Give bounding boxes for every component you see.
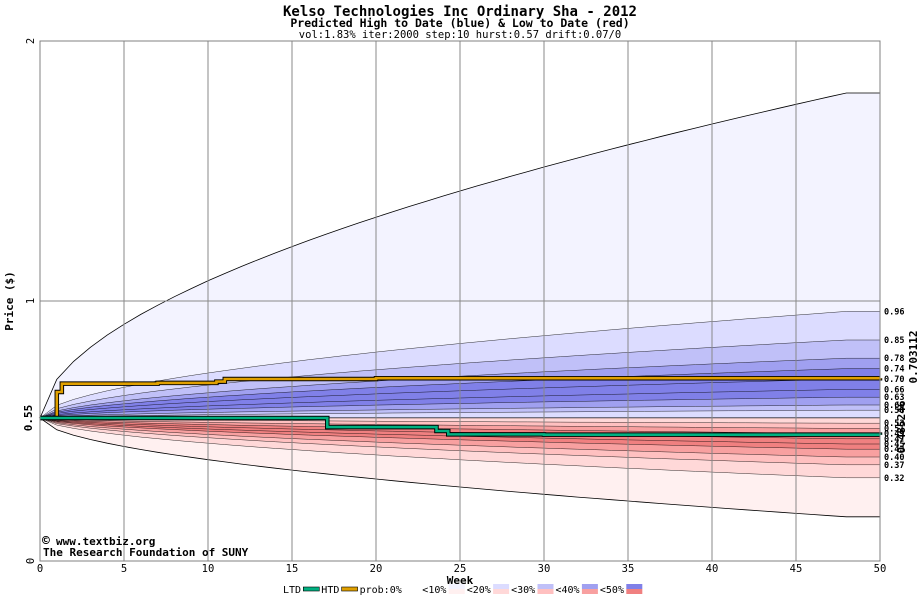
x-tick-label: 25 — [454, 563, 467, 575]
legend-label: <40% — [556, 585, 580, 596]
x-tick-label: 35 — [622, 563, 635, 575]
y-tick-label: 2 — [25, 38, 37, 44]
legend-lower-swatch — [404, 589, 421, 594]
y-axis-label: Price ($) — [3, 271, 16, 331]
legend-label: <50% — [600, 585, 624, 596]
x-tick-label: 20 — [370, 563, 383, 575]
chart-subtitle: Predicted High to Date (blue) & Low to D… — [290, 16, 629, 30]
band-end-label: 0.49 — [884, 430, 904, 440]
x-tick-label: 50 — [874, 563, 887, 575]
band-end-label: 0.74 — [884, 365, 904, 375]
x-axis-label: Week — [447, 574, 474, 587]
start-value-label: 0.55 — [22, 405, 35, 432]
x-tick-label: 45 — [790, 563, 803, 575]
legend: LTD HTD prob:0% <10% <20% <30% <40% <50% — [283, 584, 643, 596]
credit-url: www.textbiz.org — [56, 535, 155, 548]
legend-label: HTD — [321, 585, 339, 596]
band-end-label: 0.60 — [884, 401, 904, 411]
band-end-label: 0.43 — [884, 445, 904, 455]
x-tick-label: 15 — [286, 563, 299, 575]
band-end-label: 0.70 — [884, 375, 904, 385]
legend-lower-swatch — [493, 589, 510, 594]
plot-frame — [39, 40, 881, 562]
htd-line — [40, 376, 882, 420]
band-end-label: 0.78 — [884, 354, 904, 364]
credit-org: The Research Foundation of SUNY — [43, 546, 249, 559]
ltd-final-label: 0.485246 — [895, 400, 908, 453]
y-tick-label: 1 — [25, 298, 37, 304]
band-end-label: 0.96 — [884, 307, 904, 317]
legend-upper-swatch — [448, 584, 465, 589]
y-tick-label: 0 — [25, 558, 37, 564]
x-tick-label: 0 — [37, 563, 43, 575]
legend-label: prob:0% — [360, 585, 402, 596]
x-tick-label: 5 — [121, 563, 127, 575]
band-end-label: 0.37 — [884, 461, 904, 471]
legend-upper-swatch — [581, 584, 598, 589]
band-end-label: 0.58 — [884, 406, 904, 416]
legend-lower-swatch — [537, 589, 554, 594]
legend-lower-swatch — [448, 589, 465, 594]
legend-label: <10% — [422, 585, 446, 596]
y-tick-labels: 0 1 2 — [25, 38, 37, 564]
chart-title: Kelso Technologies Inc Ordinary Sha - 20… — [283, 4, 637, 20]
legend-lower-swatch — [626, 589, 643, 594]
legend-label: <20% — [467, 585, 491, 596]
band-end-label: 0.51 — [884, 424, 904, 434]
band-end-label: 0.66 — [884, 385, 904, 395]
band-end-label: 0.85 — [884, 336, 904, 346]
series-lines — [40, 375, 883, 437]
x-tick-labels: 0 5 10 15 20 25 30 35 40 45 50 — [37, 563, 886, 575]
legend-upper-swatch — [537, 584, 554, 589]
band-end-labels: 0.96 0.85 0.780.740.700.660.630.600.58 0.53… — [884, 307, 904, 483]
copyright-icon: © — [42, 534, 50, 549]
band-end-label: 0.40 — [884, 453, 904, 463]
legend-line-swatch — [302, 586, 320, 592]
x-tick-label: 40 — [706, 563, 719, 575]
band-end-label: 0.47 — [884, 435, 904, 445]
band-end-label: 0.32 — [884, 474, 904, 484]
ltd-line — [40, 416, 882, 436]
x-tick-label: 30 — [538, 563, 551, 575]
legend-upper-swatch — [493, 584, 510, 589]
legend-label: LTD — [283, 585, 301, 596]
chart-params: vol:1.83% iter:2000 step:10 hurst:0.57 d… — [299, 29, 621, 41]
legend-lower-swatch — [581, 589, 598, 594]
band-end-label: 0.53 — [884, 419, 904, 429]
legend-label: <30% — [511, 585, 535, 596]
legend-upper-swatch — [626, 584, 643, 589]
htd-final-label: 0.703112 — [907, 331, 920, 384]
band-end-label: 0.63 — [884, 393, 904, 403]
legend-upper-swatch — [404, 584, 421, 589]
x-tick-label: 10 — [202, 563, 215, 575]
legend-line-swatch — [341, 586, 358, 592]
band-end-label: 0.45 — [884, 440, 904, 450]
